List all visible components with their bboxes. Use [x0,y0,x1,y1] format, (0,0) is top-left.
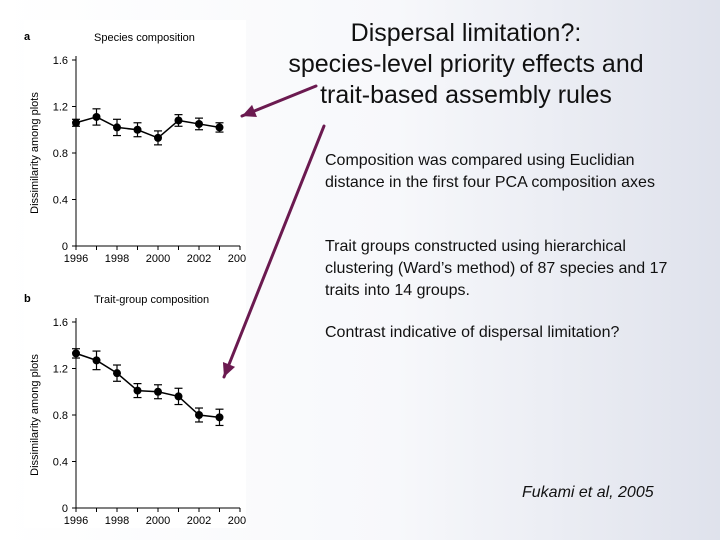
y-tick-label: 1.2 [53,364,68,376]
data-point [195,119,203,128]
note-composition: Composition was compared using Euclidian… [325,150,695,194]
data-point [133,125,142,134]
y-tick-label: 0 [62,503,68,515]
data-point [215,123,224,132]
figure-panel: a Species composition Dissimilarity among … [24,20,246,528]
chart-title: Species composition [94,32,195,44]
data-point [154,133,162,142]
note-text: Composition was compared using Euclidian… [325,152,655,191]
x-tick-label: 1998 [105,253,129,265]
panel-label: a [24,31,31,43]
data-point [195,411,203,419]
panel-label: b [24,293,31,305]
data-point [113,369,121,378]
y-axis-label: Dissimilarity among plots [29,92,41,214]
y-tick-label: 0.8 [53,410,68,422]
series-line [75,352,220,419]
data-point [215,413,224,422]
title-line: species-level priority effects and [288,50,644,78]
chart-species-composition: a Species composition Dissimilarity among … [24,31,246,265]
title-line: trait-based assembly rules [320,81,612,109]
arrow-to-traits-shaft [222,124,326,379]
title-line: Dispersal limitation?: [350,19,582,47]
note-contrast: Contrast indicative of dispersal limitat… [325,322,695,344]
citation: Fukami et al, 2005 [522,484,654,501]
data-point [92,356,101,365]
x-tick-label: 1996 [64,515,88,527]
y-axis-label: Dissimilarity among plots [29,354,41,476]
x-tick-label: 1998 [105,515,129,527]
y-tick-label: 0.4 [53,195,68,207]
x-tick-label: 2004 [228,253,246,265]
data-point [174,392,183,401]
chart-title: Trait-group composition [94,294,209,306]
y-tick-label: 0.8 [53,148,68,160]
note-text: Contrast indicative of dispersal limitat… [325,324,620,341]
y-tick-label: 1.6 [53,317,68,329]
arrow-to-species-head [242,104,257,117]
y-tick-label: 1.6 [53,55,68,67]
data-point [133,386,142,395]
x-tick-label: 2002 [187,515,211,527]
y-tick-label: 1.2 [53,102,68,114]
note-trait-groups: Trait groups constructed using hierarchi… [325,236,695,302]
x-tick-label: 1996 [64,253,88,265]
data-point [72,349,80,358]
chart-trait-group-composition: b Trait-group composition Dissimilarity am… [24,293,246,527]
data-point [72,118,80,127]
y-tick-label: 0 [62,241,68,253]
data-point [174,116,183,125]
data-point [113,123,121,132]
x-tick-label: 2004 [228,515,246,527]
x-tick-label: 2000 [146,515,170,527]
slide-title: Dispersal limitation?: species-level pri… [248,18,684,111]
x-tick-label: 2000 [146,253,170,265]
note-text: Trait groups constructed using hierarchi… [325,238,668,299]
arrow-to-traits-head [222,362,236,377]
data-point [92,112,101,121]
data-point [154,387,162,396]
x-tick-label: 2002 [187,253,211,265]
annotation-arrows [222,84,326,379]
y-tick-label: 0.4 [53,457,68,469]
